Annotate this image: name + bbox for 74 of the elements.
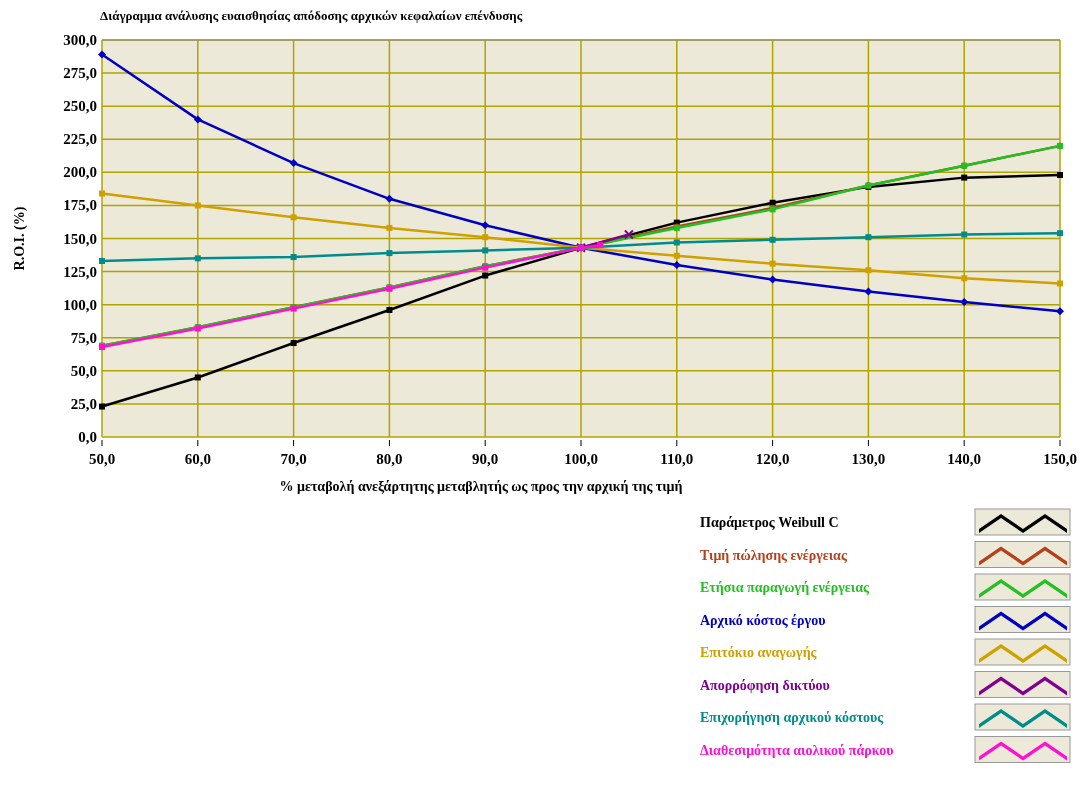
text: Παράμετρος Weibull C [700, 515, 839, 530]
point [193, 115, 202, 124]
point [194, 255, 201, 262]
point [99, 190, 105, 197]
text: Επιτόκιο αναγωγής [700, 645, 818, 660]
y-tick-label: 150,0 [63, 230, 97, 247]
point [961, 275, 968, 282]
y-tick-label: 275,0 [63, 65, 97, 82]
point [194, 202, 201, 209]
x-tick-label: 120,0 [755, 451, 790, 467]
y-tick-label: 25,0 [70, 395, 97, 412]
y-tick-label: 75,0 [70, 329, 97, 346]
text: Διαθεσιμότητα αιολικού πάρκου [700, 742, 894, 758]
text: Επιχορήγηση αρχικού κόστους [700, 710, 885, 725]
y-axis-title: R.O.I. (%) [12, 206, 28, 271]
x-tick-label: 90,0 [472, 451, 499, 467]
point [1057, 230, 1063, 237]
point [98, 50, 106, 59]
point [482, 247, 489, 254]
point [1057, 280, 1063, 287]
y-tick-label: 300,0 [63, 32, 97, 48]
point [290, 254, 297, 261]
y-tick-label: 125,0 [63, 263, 97, 280]
x-tick-label: 150,0 [1043, 451, 1077, 467]
x-tick-label: 140,0 [947, 451, 982, 467]
y-tick-label: 50,0 [70, 362, 97, 379]
point [386, 224, 393, 231]
x-tick-label: 60,0 [184, 451, 211, 467]
y-tick-label: 0,0 [78, 429, 97, 445]
point [1057, 171, 1063, 178]
x-tick-label: 130,0 [851, 451, 886, 467]
point [99, 258, 105, 264]
y-tick-label: 250,0 [63, 98, 97, 115]
y-tick-label: 175,0 [63, 197, 97, 214]
point [672, 260, 681, 269]
x-tick-label: 110,0 [660, 451, 694, 467]
point [960, 298, 969, 307]
point [623, 229, 634, 240]
point [769, 236, 776, 243]
y-tick-label: 200,0 [63, 164, 97, 181]
point [865, 267, 872, 274]
point [768, 275, 777, 284]
point [385, 194, 394, 203]
point [481, 221, 490, 230]
y-tick-label: 225,0 [63, 131, 97, 148]
point [482, 234, 489, 241]
point [194, 374, 201, 381]
point [673, 252, 680, 259]
text: Αρχικό κόστος έργου [700, 612, 826, 628]
x-tick-label: 50,0 [88, 451, 116, 467]
x-tick-label: 80,0 [376, 451, 403, 467]
point [961, 231, 968, 238]
point [99, 403, 105, 410]
text: Ετήσια παραγωγή ενέργειας [700, 580, 870, 595]
point [769, 260, 776, 267]
chart-title: Διάγραμμα ανάλυσης ευαισθησίας απόδοσης αρχικών κεφαλαίων επένδυσης [100, 8, 523, 23]
point [290, 214, 297, 221]
point [961, 174, 968, 181]
point [290, 340, 297, 347]
x-axis-title: % μεταβολή ανεξάρτητης μεταβλητής ως προς την αρχική της τιμή [279, 479, 683, 494]
point [386, 306, 393, 313]
point [1056, 307, 1064, 316]
point [482, 272, 489, 279]
point [865, 234, 872, 241]
text: Τιμή πώλησης ενέργειας [700, 547, 848, 563]
point [673, 239, 680, 246]
point [289, 159, 298, 168]
point [386, 250, 393, 257]
point [864, 287, 873, 296]
point [597, 242, 604, 249]
x-tick-label: 70,0 [280, 451, 307, 467]
x-tick-label: 100,0 [564, 451, 598, 467]
text: Απορρόφηση δικτύου [700, 677, 830, 693]
y-tick-label: 100,0 [63, 296, 97, 313]
